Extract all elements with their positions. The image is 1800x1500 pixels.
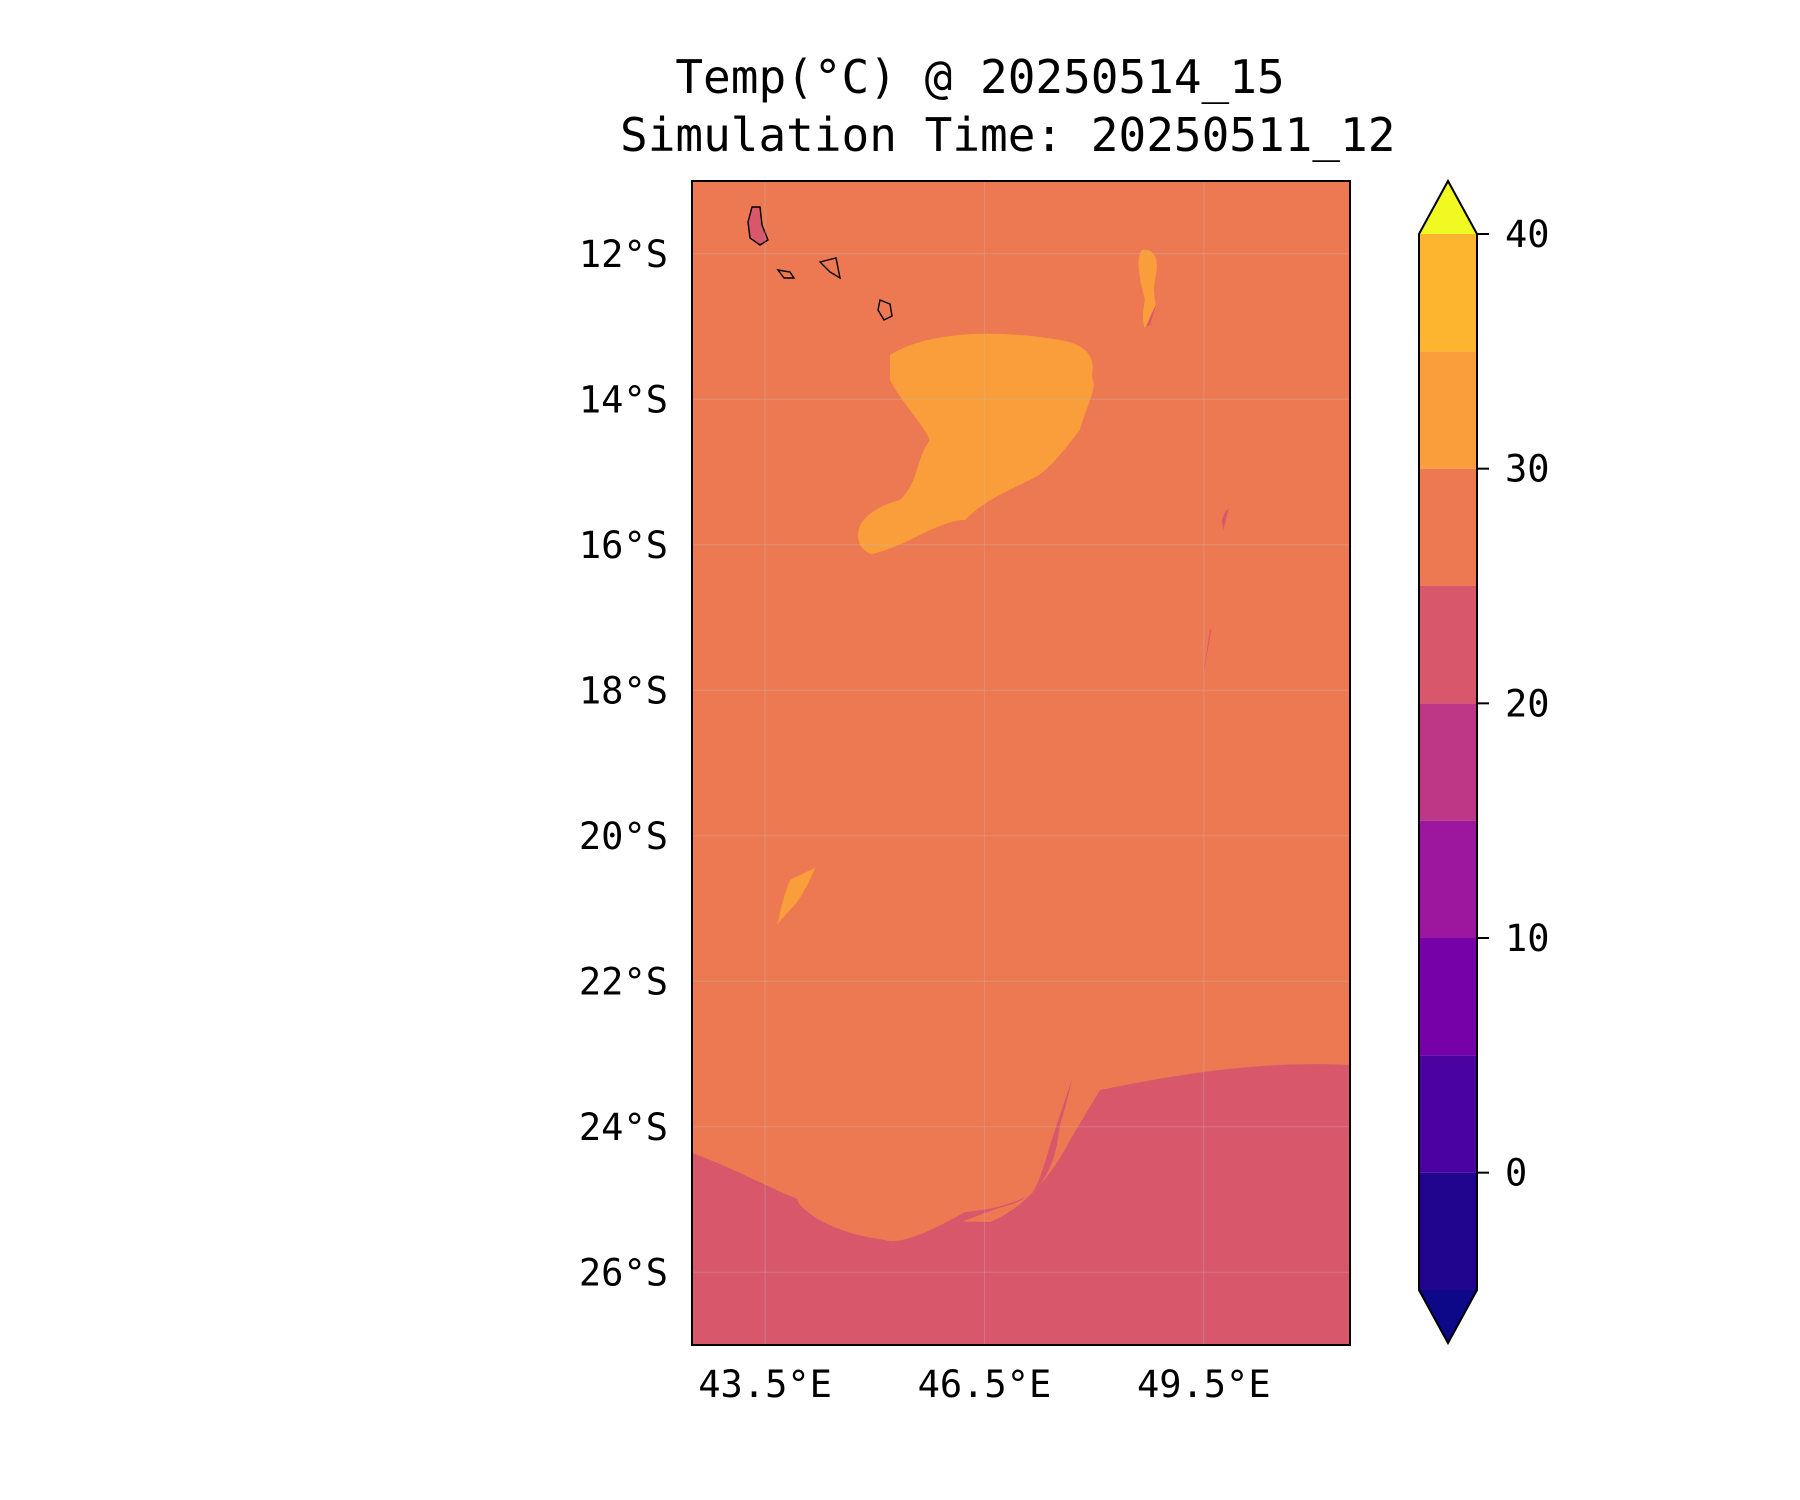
lat-tick-label: 12°S	[579, 233, 668, 276]
colorbar-extend-max	[1419, 181, 1477, 234]
colorbar-segment	[1419, 351, 1477, 469]
lat-tick-label: 26°S	[579, 1251, 668, 1294]
colorbar-segment	[1419, 938, 1477, 1056]
colorbar-segment	[1419, 1055, 1477, 1173]
colorbar-tick-label: 10	[1505, 917, 1550, 960]
colorbar-segment	[1419, 703, 1477, 821]
lat-tick-label: 22°S	[579, 960, 668, 1003]
lat-tick-label: 16°S	[579, 524, 668, 567]
chart-title: Temp(°C) @ 20250514_15 Simulation Time: …	[620, 48, 1395, 164]
lat-tick-label: 18°S	[579, 669, 668, 712]
longitude-tick-labels: 43.5°E 46.5°E 49.5°E	[698, 1363, 1270, 1406]
colorbar-segment	[1419, 820, 1477, 938]
colorbar-tick-labels: 0 10 20 30 40	[1477, 213, 1550, 1195]
title-line-2: Simulation Time: 20250511_12	[620, 108, 1396, 162]
latitude-tick-labels: 12°S 14°S 16°S 18°S 20°S 22°S 24°S 26°S	[579, 233, 668, 1295]
comoros-island-anjouan	[820, 258, 840, 278]
comoros-coastline	[747, 206, 893, 321]
southern-ocean-20-25	[692, 1064, 1350, 1345]
colorbar-tick-label: 20	[1505, 682, 1550, 725]
lon-tick-label: 46.5°E	[918, 1363, 1052, 1406]
colorbar	[1418, 178, 1478, 1346]
colorbar-tick-label: 0	[1505, 1152, 1527, 1195]
colorbar-segment	[1419, 468, 1477, 586]
lon-tick-label: 49.5°E	[1137, 1363, 1271, 1406]
map-frame	[691, 180, 1351, 1346]
colorbar-tick-label: 30	[1505, 448, 1550, 491]
colorbar-segment	[1419, 1172, 1477, 1290]
title-line-1: Temp(°C) @ 20250514_15	[675, 50, 1285, 104]
mozambique-channel-plume-30-35	[858, 333, 1100, 561]
lon-tick-label: 43.5°E	[698, 1363, 832, 1406]
colorbar-segment	[1419, 586, 1477, 704]
lat-tick-label: 14°S	[579, 378, 668, 421]
comoros-island-grande	[748, 207, 768, 245]
map-area	[692, 181, 1350, 1345]
map-gridlines	[692, 181, 1350, 1345]
colorbar-segment	[1419, 234, 1477, 352]
colorbar-extend-min	[1419, 1290, 1477, 1343]
lat-tick-label: 24°S	[579, 1106, 668, 1149]
lat-tick-label: 20°S	[579, 815, 668, 858]
colorbar-tick-label: 40	[1505, 213, 1550, 256]
colorbar-outline	[1418, 178, 1478, 1346]
